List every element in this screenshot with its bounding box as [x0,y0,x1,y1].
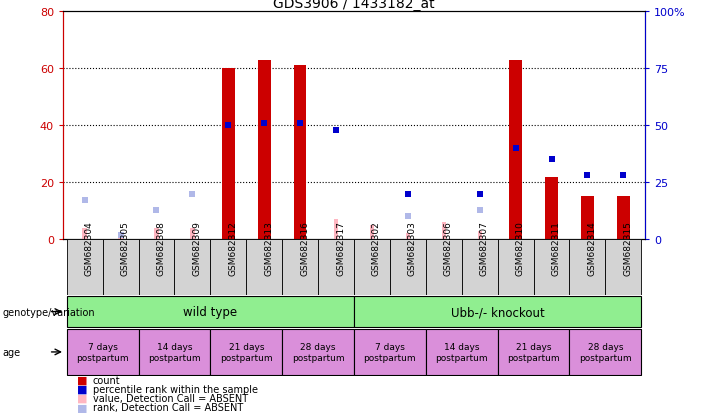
Bar [406,234,410,240]
Text: GSM682315: GSM682315 [623,221,632,275]
Bar [210,240,246,295]
Text: GSM682308: GSM682308 [156,221,165,275]
Text: GSM682316: GSM682316 [300,221,309,275]
Text: GSM682303: GSM682303 [408,221,417,275]
Bar [154,228,158,240]
Text: rank, Detection Call = ABSENT: rank, Detection Call = ABSENT [93,402,243,412]
Bar [258,61,271,240]
Text: GSM682306: GSM682306 [444,221,453,275]
Bar [498,240,533,295]
Text: GSM682310: GSM682310 [516,221,524,275]
Bar [190,228,195,240]
Bar [617,197,629,240]
Bar [118,234,123,240]
Bar [370,225,374,240]
Bar [545,177,558,240]
Text: GSM682317: GSM682317 [336,221,345,275]
Text: GSM682309: GSM682309 [192,221,201,275]
Bar [426,329,498,375]
Text: GSM682312: GSM682312 [229,221,238,275]
Bar [606,240,641,295]
Title: GDS3906 / 1433182_at: GDS3906 / 1433182_at [273,0,435,12]
Bar [498,329,569,375]
Bar [283,329,354,375]
Bar [354,240,390,295]
Bar [83,228,87,240]
Bar [462,240,498,295]
Bar [210,329,283,375]
Text: Ubb-/- knockout: Ubb-/- knockout [451,305,545,318]
Text: wild type: wild type [183,305,238,318]
Bar [477,231,482,240]
Bar [318,240,354,295]
Text: 7 days
postpartum: 7 days postpartum [364,342,416,362]
Bar [139,329,210,375]
Text: GSM682313: GSM682313 [264,221,273,275]
Text: GSM682307: GSM682307 [479,221,489,275]
Bar [354,329,426,375]
Text: age: age [2,347,20,357]
Text: 14 days
postpartum: 14 days postpartum [435,342,488,362]
Text: 14 days
postpartum: 14 days postpartum [148,342,200,362]
Text: ■: ■ [77,402,88,412]
Text: GSM682302: GSM682302 [372,221,381,275]
Bar [334,220,338,240]
Bar [175,240,210,295]
Bar [354,296,641,328]
Text: 21 days
postpartum: 21 days postpartum [220,342,273,362]
Bar [67,296,354,328]
Text: 7 days
postpartum: 7 days postpartum [76,342,129,362]
Bar [533,240,569,295]
Bar [569,240,606,295]
Text: ■: ■ [77,384,88,394]
Bar [246,240,283,295]
Text: ■: ■ [77,393,88,403]
Bar [283,240,318,295]
Bar [581,197,594,240]
Text: 21 days
postpartum: 21 days postpartum [508,342,560,362]
Bar [102,240,139,295]
Bar [294,66,306,240]
Text: 28 days
postpartum: 28 days postpartum [292,342,344,362]
Bar [426,240,462,295]
Bar [442,223,446,240]
Text: count: count [93,375,120,385]
Bar [569,329,641,375]
Text: value, Detection Call = ABSENT: value, Detection Call = ABSENT [93,393,247,403]
Text: GSM682304: GSM682304 [85,221,94,275]
Bar [510,61,522,240]
Text: GSM682305: GSM682305 [121,221,130,275]
Text: percentile rank within the sample: percentile rank within the sample [93,384,257,394]
Bar [67,240,102,295]
Bar [139,240,175,295]
Text: GSM682314: GSM682314 [587,221,597,275]
Bar [390,240,426,295]
Bar [222,69,235,240]
Text: GSM682311: GSM682311 [552,221,561,275]
Text: 28 days
postpartum: 28 days postpartum [579,342,632,362]
Bar [67,329,139,375]
Text: genotype/variation: genotype/variation [2,307,95,317]
Text: ■: ■ [77,375,88,385]
